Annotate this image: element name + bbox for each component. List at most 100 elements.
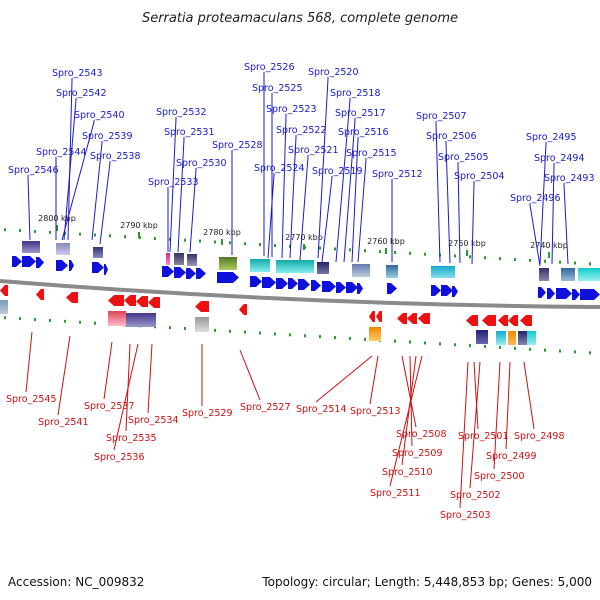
plus-gene-arrow bbox=[262, 277, 276, 288]
minus-gene-label[interactable]: Spro_2510 bbox=[382, 467, 433, 478]
feature-box bbox=[518, 331, 528, 345]
plus-gene-label[interactable]: Spro_2494 bbox=[534, 153, 585, 164]
minus-gene-label[interactable]: Spro_2501 bbox=[458, 431, 509, 442]
minus-gene-label[interactable]: Spro_2498 bbox=[514, 431, 565, 442]
guide-dot bbox=[529, 258, 531, 262]
plus-gene-arrow bbox=[547, 288, 555, 299]
minus-leader-line bbox=[239, 349, 261, 401]
plus-gene-label[interactable]: Spro_2505 bbox=[438, 152, 489, 163]
tick-label: 2750 kbp bbox=[448, 239, 486, 248]
feature-box bbox=[0, 300, 8, 314]
guide-dot bbox=[544, 259, 546, 263]
plus-gene-label[interactable]: Spro_2531 bbox=[164, 127, 215, 138]
feature-box bbox=[561, 268, 575, 281]
plus-gene-label[interactable]: Spro_2495 bbox=[526, 132, 577, 143]
guide-dot bbox=[349, 248, 351, 252]
plus-gene-label[interactable]: Spro_2521 bbox=[288, 145, 339, 156]
minus-gene-label[interactable]: Spro_2508 bbox=[396, 429, 447, 440]
minus-gene-label[interactable]: Spro_2534 bbox=[128, 415, 179, 426]
minus-leader-line bbox=[103, 341, 113, 400]
plus-leader-line bbox=[445, 141, 451, 264]
minus-gene-label[interactable]: Spro_2503 bbox=[440, 510, 491, 521]
guide-dot bbox=[514, 346, 516, 350]
plus-gene-label[interactable]: Spro_2528 bbox=[212, 140, 263, 151]
plus-gene-label[interactable]: Spro_2518 bbox=[330, 88, 381, 99]
plus-gene-label[interactable]: Spro_2516 bbox=[338, 127, 389, 138]
minus-gene-label[interactable]: Spro_2535 bbox=[106, 433, 157, 444]
plus-leader-line bbox=[317, 77, 329, 259]
guide-dot bbox=[34, 318, 36, 322]
minus-gene-arrow bbox=[148, 297, 160, 308]
plus-gene-label[interactable]: Spro_2506 bbox=[426, 131, 477, 142]
guide-dot bbox=[259, 331, 261, 335]
plus-gene-label[interactable]: Spro_2517 bbox=[335, 108, 386, 119]
plus-gene-label[interactable]: Spro_2546 bbox=[8, 165, 59, 176]
gene-labels: Spro_2543 Spro_2542 Spro_2540 Spro_2539 Spro… bbox=[6, 62, 595, 521]
plus-leader-line bbox=[177, 137, 185, 253]
guide-dot bbox=[589, 262, 591, 266]
plus-gene-label[interactable]: Spro_2533 bbox=[148, 177, 199, 188]
guide-dot bbox=[454, 254, 456, 258]
guide-dot bbox=[544, 348, 546, 352]
minus-gene-label[interactable]: Spro_2499 bbox=[486, 451, 537, 462]
plus-leader-line bbox=[91, 141, 103, 241]
plus-gene-label[interactable]: Spro_2542 bbox=[56, 88, 107, 99]
plus-gene-label[interactable]: Spro_2496 bbox=[510, 193, 561, 204]
plus-gene-label[interactable]: Spro_2493 bbox=[544, 173, 595, 184]
plus-gene-label[interactable]: Spro_2525 bbox=[252, 83, 303, 94]
guide-dot bbox=[214, 240, 216, 244]
minus-gene-arrow bbox=[508, 315, 518, 326]
plus-gene-label[interactable]: Spro_2524 bbox=[254, 163, 305, 174]
guide-dot bbox=[334, 336, 336, 340]
plus-gene-arrow bbox=[92, 262, 104, 273]
plus-gene-label[interactable]: Spro_2522 bbox=[276, 125, 327, 136]
plus-gene-label[interactable]: Spro_2507 bbox=[416, 111, 467, 122]
minus-gene-label[interactable]: Spro_2502 bbox=[450, 490, 501, 501]
minus-leader-line bbox=[401, 355, 417, 428]
feature-box bbox=[56, 243, 70, 255]
plus-gene-label[interactable]: Spro_2543 bbox=[52, 68, 103, 79]
guide-dot bbox=[274, 332, 276, 336]
plus-gene-label[interactable]: Spro_2515 bbox=[346, 148, 397, 159]
plus-leader-line bbox=[539, 142, 547, 265]
plus-gene-label[interactable]: Spro_2540 bbox=[74, 110, 125, 121]
minus-gene-label[interactable]: Spro_2509 bbox=[392, 448, 443, 459]
minus-gene-label[interactable]: Spro_2500 bbox=[474, 471, 525, 482]
tick-label: 2790 kbp bbox=[120, 221, 158, 230]
minus-gene-label[interactable]: Spro_2511 bbox=[370, 488, 421, 499]
minus-gene-arrow bbox=[498, 315, 508, 326]
plus-leader-line bbox=[335, 98, 351, 263]
minus-gene-label[interactable]: Spro_2527 bbox=[240, 402, 291, 413]
plus-leader-line bbox=[321, 176, 333, 263]
plus-gene-arrow bbox=[186, 268, 196, 279]
plus-gene-label[interactable]: Spro_2519 bbox=[312, 166, 363, 177]
plus-gene-label[interactable]: Spro_2504 bbox=[454, 171, 505, 182]
plus-gene-arrow bbox=[311, 280, 321, 291]
plus-gene-label[interactable]: Spro_2520 bbox=[308, 67, 359, 78]
minus-gene-label[interactable]: Spro_2529 bbox=[182, 408, 233, 419]
plus-gene-label[interactable]: Spro_2544 bbox=[36, 147, 87, 158]
minus-gene-label[interactable]: Spro_2541 bbox=[38, 417, 89, 428]
feature-box bbox=[369, 327, 381, 341]
minus-gene-label[interactable]: Spro_2514 bbox=[296, 404, 347, 415]
plus-gene-label[interactable]: Spro_2530 bbox=[176, 158, 227, 169]
plus-gene-arrow bbox=[452, 286, 458, 297]
plus-gene-label[interactable]: Spro_2526 bbox=[244, 62, 295, 73]
guide-dot bbox=[394, 339, 396, 343]
plus-gene-arrow bbox=[217, 272, 239, 283]
minus-gene-label[interactable]: Spro_2537 bbox=[84, 401, 135, 412]
guide-dot bbox=[424, 341, 426, 345]
minus-gene-label[interactable]: Spro_2545 bbox=[6, 394, 57, 405]
minus-gene-label[interactable]: Spro_2513 bbox=[350, 406, 401, 417]
plus-gene-label[interactable]: Spro_2512 bbox=[372, 169, 423, 180]
minus-gene-label[interactable]: Spro_2536 bbox=[94, 452, 145, 463]
plus-leader-line bbox=[551, 163, 555, 265]
guide-dot bbox=[484, 345, 486, 349]
plus-gene-arrow bbox=[322, 281, 336, 292]
plus-gene-label[interactable]: Spro_2523 bbox=[266, 104, 317, 115]
plus-gene-label[interactable]: Spro_2532 bbox=[156, 107, 207, 118]
plus-gene-label[interactable]: Spro_2538 bbox=[90, 151, 141, 162]
plus-gene-label[interactable]: Spro_2539 bbox=[82, 131, 133, 142]
guide-dot bbox=[289, 244, 291, 248]
